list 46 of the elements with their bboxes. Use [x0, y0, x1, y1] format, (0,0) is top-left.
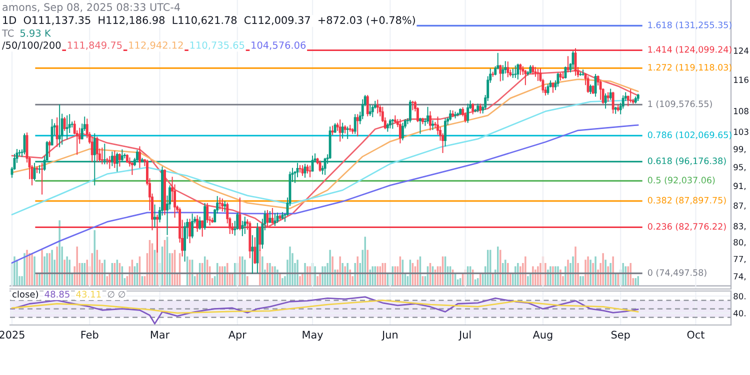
y-tick-label: 80, [734, 239, 746, 246]
y-tick-label: 87, [734, 202, 746, 210]
ref-line-label: 0.382 (87,897.75) [648, 196, 726, 205]
annotation: 111,849.75 [68, 41, 122, 50]
annotation: 104,576.06 [252, 41, 306, 50]
x-tick-label: Mar [150, 330, 170, 339]
x-tick-label: Apr [228, 330, 246, 341]
y-tick-label: 77, [734, 256, 746, 263]
annotation: 48.85 [44, 290, 70, 298]
y-tick-label: 108 [734, 108, 748, 114]
annotation: 5.93 K [20, 29, 52, 37]
ref-line-label: 1.414 (124,099.24) [648, 46, 732, 54]
ref-line-label: 1.272 (119,118.03) [648, 64, 732, 72]
y-tick-label: 40. [733, 310, 746, 316]
x-tick-label: Jul [458, 330, 471, 341]
annotation: ∅ ∅ [108, 291, 126, 298]
annotation: amons, Sep 08, 2025 08:33 UTC-4 [2, 3, 180, 14]
x-tick-label: Sep [611, 330, 630, 341]
y-tick-label: 116 [734, 76, 748, 83]
y-tick-label: 74, [734, 273, 746, 280]
ref-line-label: 0.618 (96,176.38) [648, 157, 726, 166]
ref-line-label: 0 (74,497.58) [648, 269, 706, 277]
x-tick-label: Feb [81, 330, 98, 339]
annotation: 112,942.12 [129, 41, 183, 50]
x-tick-label: Jun [381, 330, 398, 341]
y-tick-label: 80. [734, 293, 746, 300]
annotation: close) [12, 290, 38, 299]
y-tick-label: 103 [734, 128, 748, 135]
x-tick-label: Aug [532, 330, 552, 341]
y-tick-label: 99, [734, 146, 746, 154]
annotation: 43.11 [76, 290, 101, 298]
annotation: 110,735.65 [190, 41, 244, 50]
y-tick-label: 91, [734, 182, 746, 190]
annotation: TC [2, 29, 14, 37]
ref-line-label: 1.618 (131,255.35) [648, 21, 732, 30]
y-tick-label: 124 [734, 48, 749, 54]
ref-line-label: 0.5 (92,037.06) [648, 176, 715, 184]
y-tick-label: 95, [734, 164, 746, 172]
ref-line-label: 1 (109,576.55) [648, 100, 712, 108]
x-tick-label: Oct [687, 330, 704, 339]
x-tick-label: May [302, 330, 323, 341]
ref-line-label: 0.786 (102,069.65) [648, 131, 732, 140]
y-tick-label: 83, [734, 223, 746, 230]
ref-line-label: 0.236 (82,776.22) [648, 223, 726, 231]
annotation: /50/100/200 [2, 41, 61, 50]
annotation: 1D O111,137.35 H112,186.98 L110,621.78 C112,009.37 +872.03 (+0.78%) [3, 16, 415, 26]
